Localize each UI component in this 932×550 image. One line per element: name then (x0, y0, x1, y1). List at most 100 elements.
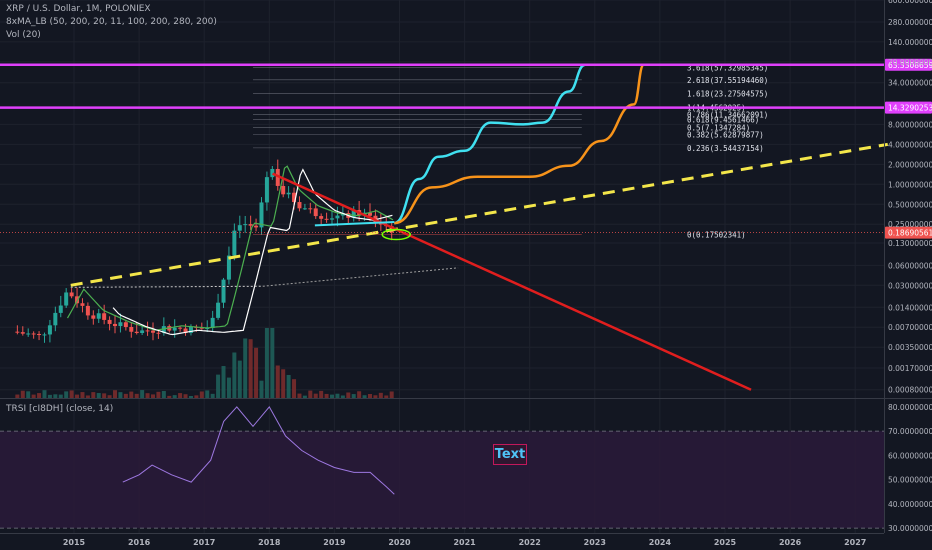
price-badge (885, 58, 932, 71)
candle-body (96, 313, 101, 319)
volume-bar (243, 338, 248, 398)
candle-body (259, 202, 264, 228)
candle-body (178, 327, 183, 329)
volume-bar (31, 394, 36, 398)
rsi-tick-label: 30.00000000 (888, 524, 932, 533)
projection-cyan (393, 63, 586, 225)
price-badge (885, 101, 932, 114)
candle-body (58, 305, 63, 313)
volume-bar (96, 393, 101, 398)
rsi-tick-label: 40.00000000 (888, 500, 932, 509)
volume-bar (178, 393, 183, 398)
candle-body (102, 313, 107, 320)
candle-body (140, 330, 145, 333)
volume-bar (15, 394, 20, 398)
price-tick-label: 8.00000000 (888, 120, 932, 129)
candle-body (15, 331, 20, 333)
year-label-2021: 2021 (453, 538, 476, 547)
price-tick-label: 0.06000000 (888, 261, 932, 270)
volume-bar (183, 394, 188, 398)
candle-body (330, 218, 335, 220)
candle-body (161, 326, 166, 333)
year-label-2015: 2015 (63, 538, 86, 547)
highlight-ellipse (381, 228, 411, 241)
candle-body (254, 225, 259, 228)
year-label-2018: 2018 (258, 538, 281, 547)
volume-bar (313, 393, 318, 398)
volume-bar (42, 390, 47, 398)
legend-ma: 8xMA_LB (50, 200, 20, 11, 100, 200, 280,… (6, 17, 217, 27)
volume-bar (134, 393, 139, 398)
candle-body (37, 334, 42, 336)
rsi-tick-label: 50.00000000 (888, 476, 932, 485)
dotted-level (70, 285, 263, 288)
volume-bar (156, 391, 161, 398)
price-tick-label: 70.00000000 (888, 58, 932, 67)
volume-bar (367, 393, 372, 398)
volume-bar (351, 394, 356, 398)
volume-bar (129, 391, 134, 398)
candle-body (75, 296, 80, 304)
volume-bar (161, 391, 166, 398)
candle-body (313, 208, 318, 217)
volume-bar (378, 392, 383, 398)
volume-bar (199, 391, 204, 398)
candle-body (248, 224, 253, 226)
year-label-2027: 2027 (844, 538, 866, 547)
volume-bar (26, 391, 31, 398)
volume-bar (340, 395, 345, 398)
volume-bar (221, 366, 226, 398)
price-tick-label: 0.25000000 (888, 220, 932, 229)
rsi-tick-label: 60.00000000 (888, 451, 932, 460)
price-tick-label: 1.00000000 (888, 180, 932, 189)
candle-body (118, 322, 123, 327)
volume-bar (102, 393, 107, 398)
price-tick-label: 0.50000000 (888, 200, 932, 209)
candle-body (199, 327, 204, 329)
price-badge (885, 226, 932, 239)
volume-bar (302, 395, 307, 398)
candle-body (275, 168, 280, 186)
support-trendline (70, 142, 889, 287)
year-label-2017: 2017 (193, 538, 215, 547)
year-label-2025: 2025 (714, 538, 737, 547)
price-tick-label: 2.00000000 (888, 160, 932, 169)
price-tick-label: 34.00000000 (888, 79, 932, 88)
year-label-2023: 2023 (584, 538, 606, 547)
text-annotation[interactable]: Text (493, 444, 527, 465)
volume-bar (150, 394, 155, 398)
fib-label: 0.382(5.62879877) (687, 131, 764, 140)
price-tick-label: 140.00000000 (888, 38, 932, 47)
candle-body (188, 326, 193, 333)
rsi-tick-label: 80.00000000 (888, 403, 932, 412)
volume-bar (37, 393, 42, 398)
price-tick-label: 0.00700000 (888, 323, 932, 332)
volume-bar (80, 392, 85, 398)
price-tick-label: 0.00350000 (888, 343, 932, 352)
volume-bar (145, 393, 150, 398)
rsi-pane[interactable]: 30.00000000 40.00000000 50.00000000 60.0000… (0, 403, 932, 533)
price-pane[interactable]: 3.618(57.32985345) 2.618(37.55194460) 1.61… (0, 0, 932, 533)
cyan-base (314, 221, 395, 227)
volume-bar (384, 395, 389, 398)
fib-label: 2.618(37.55194460) (687, 76, 768, 85)
candle-body (351, 210, 356, 218)
candle-body (107, 319, 112, 324)
price-tick-label: 280.00000000 (888, 18, 932, 27)
volume-bar (53, 394, 58, 398)
volume-bar (167, 395, 172, 398)
candle-body (69, 292, 74, 297)
price-badge-label: 63.33086593 (888, 61, 932, 70)
legend-rsi: TRSI [cI8DH] (close, 14) (6, 404, 114, 414)
projection-orange (394, 63, 645, 225)
candle-body (150, 330, 155, 333)
candle-body (123, 322, 128, 327)
volume-bar (232, 352, 237, 398)
candle-body (302, 208, 307, 210)
candle-body (172, 327, 177, 331)
volume-bar (140, 390, 145, 398)
price-tick-label: 0.01400000 (888, 303, 932, 312)
fib-label: 0.5(7.1347284) (687, 124, 750, 133)
price-tick-label: 0.00080000 (888, 386, 932, 395)
